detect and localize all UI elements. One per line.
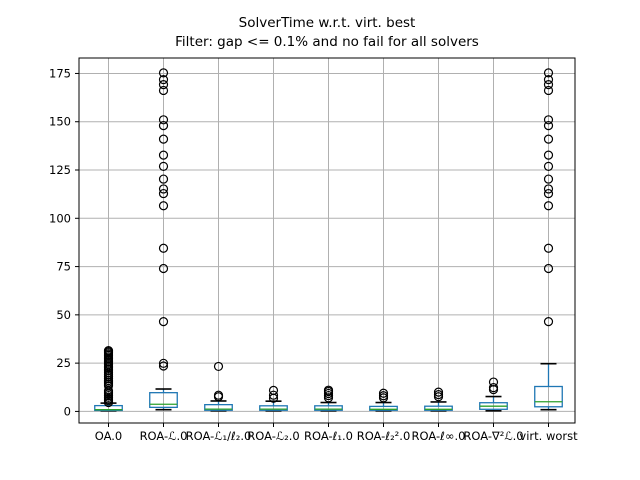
- y-tick-label: 50: [56, 308, 71, 322]
- outlier-point: [488, 377, 499, 387]
- outlier-point: [543, 115, 554, 125]
- outlier-point: [543, 68, 554, 78]
- x-tick-label: ROA-ℒ.0: [140, 429, 188, 443]
- outlier-point: [488, 383, 499, 393]
- plot-area: [79, 58, 575, 423]
- outlier-point: [158, 150, 169, 160]
- outlier-point: [158, 115, 169, 125]
- chart-title-block: SolverTime w.r.t. virt. best Filter: gap…: [79, 14, 575, 52]
- y-tick-label: 0: [64, 404, 71, 418]
- outlier-point: [543, 317, 554, 327]
- box: [534, 385, 563, 408]
- outlier-point: [158, 358, 169, 368]
- outlier-point: [158, 243, 169, 253]
- outlier-point: [543, 134, 554, 144]
- outlier-point: [543, 85, 554, 96]
- x-tick-label: ROA-ℒ₁/ℓ₂.0: [186, 429, 252, 443]
- outlier-point: [543, 174, 554, 184]
- outlier-point: [268, 385, 279, 395]
- outlier-point: [543, 243, 554, 253]
- outlier-point: [158, 188, 169, 199]
- outlier-point: [543, 80, 554, 90]
- outlier-point: [103, 345, 114, 356]
- x-tick-label: ROA-ℓ∞.0: [412, 429, 466, 443]
- outlier-point: [543, 184, 554, 194]
- outlier-point: [378, 388, 389, 398]
- x-tick-label: ROA-ℒ₂.0: [247, 429, 299, 443]
- x-tick-label: ROA-ℓ₁.0: [304, 429, 353, 443]
- outlier-point: [378, 391, 389, 401]
- box: [94, 404, 123, 412]
- y-tick-label: 75: [56, 260, 71, 274]
- box: [149, 392, 178, 409]
- box: [424, 405, 453, 411]
- outlier-point: [543, 201, 554, 211]
- outlier-point: [158, 85, 169, 96]
- outlier-point: [433, 387, 444, 397]
- outlier-point: [158, 361, 169, 371]
- x-tick-label: virt. worst: [519, 429, 578, 443]
- outlier-point: [158, 68, 169, 78]
- outlier-point: [543, 263, 554, 274]
- x-tick-label: OA.0: [95, 429, 123, 443]
- y-tick-label: 25: [56, 356, 71, 370]
- outlier-point: [323, 385, 334, 395]
- outlier-point: [158, 80, 169, 90]
- outlier-point: [213, 390, 224, 400]
- y-tick-label: 100: [49, 211, 71, 225]
- outlier-point: [213, 361, 224, 372]
- axes-spine: [78, 57, 576, 424]
- outlier-point: [543, 161, 554, 171]
- outlier-point: [268, 390, 279, 400]
- outlier-point: [158, 161, 169, 171]
- chart-title: SolverTime w.r.t. virt. best: [238, 15, 416, 31]
- box: [314, 405, 343, 411]
- outlier-point: [543, 150, 554, 160]
- outlier-point: [158, 263, 169, 274]
- outlier-point: [543, 188, 554, 199]
- x-tick-label: ROA-∇²ℒ.0: [463, 429, 523, 443]
- y-tick-label: 125: [49, 163, 71, 177]
- chart-subtitle: Filter: gap <= 0.1% and no fail for all …: [175, 33, 479, 50]
- outlier-point: [158, 134, 169, 144]
- y-tick-label: 150: [49, 115, 71, 129]
- outlier-point: [158, 75, 169, 85]
- y-tick-label: 175: [49, 66, 71, 80]
- outlier-point: [433, 390, 444, 400]
- x-tick-label: ROA-ℓ₂².0: [357, 429, 411, 443]
- outlier-point: [543, 120, 554, 131]
- outlier-point: [158, 174, 169, 184]
- box: [204, 404, 233, 411]
- outlier-point: [158, 184, 169, 194]
- box: [369, 405, 398, 411]
- outlier-point: [158, 317, 169, 327]
- outlier-point: [158, 201, 169, 211]
- outlier-point: [543, 75, 554, 85]
- box: [259, 405, 288, 411]
- outlier-point: [158, 120, 169, 131]
